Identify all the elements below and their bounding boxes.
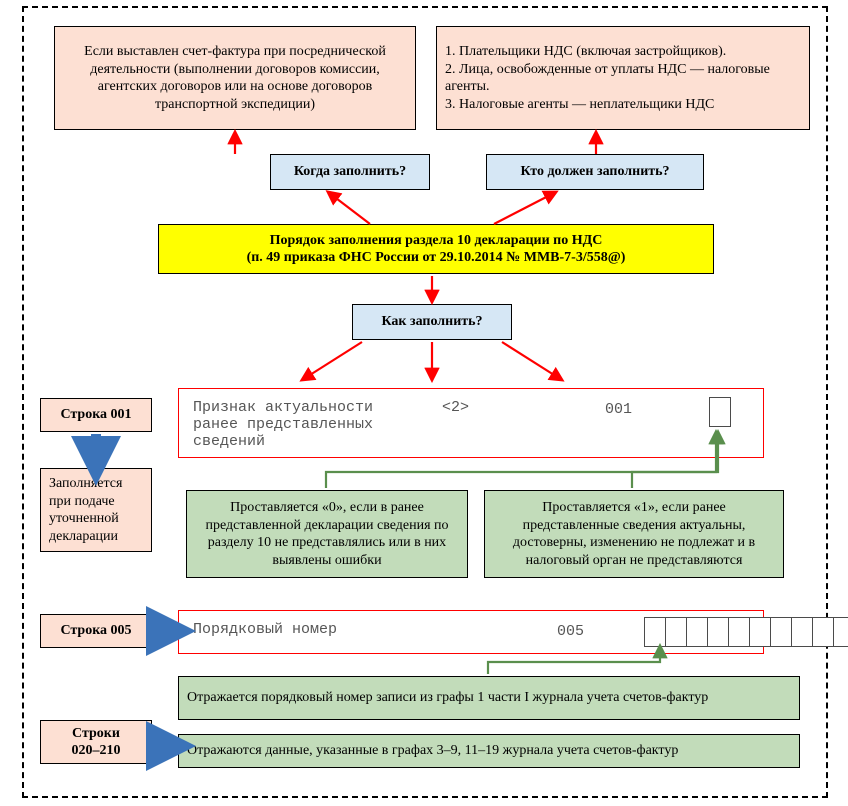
question-who: Кто должен заполнить? (486, 154, 704, 190)
form-field-001: Признак актуальности ранее представленны… (178, 388, 764, 458)
rows-020-210-label: Строки 020–210 (40, 720, 152, 764)
question-how: Как заполнить? (352, 304, 512, 340)
form-001-entry (709, 397, 731, 427)
form-field-005: Порядковый номер 005 (178, 610, 764, 654)
form-001-note: <2> (442, 399, 469, 416)
green-sequence: Отражается порядковый номер записи из гр… (178, 676, 800, 720)
form-001-label: Признак актуальности ранее представленны… (193, 399, 433, 450)
question-when: Когда заполнить? (270, 154, 430, 190)
diagram-stage: Если выставлен счет-фактура при посредни… (0, 0, 848, 806)
who-description: 1. Плательщики НДС (включая застройщиков… (436, 26, 810, 130)
green-zero: Проставляется «0», если в ранее представ… (186, 490, 468, 578)
form-005-label: Порядковый номер (193, 621, 337, 638)
main-title-line2: (п. 49 приказа ФНС России от 29.10.2014 … (167, 249, 705, 267)
note-when-fill: Заполняется при подаче уточненной деклар… (40, 468, 152, 552)
green-020-210: Отражаются данные, указанные в графах 3–… (178, 734, 800, 768)
row-005-label: Строка 005 (40, 614, 152, 648)
main-title: Порядок заполнения раздела 10 декларации… (158, 224, 714, 274)
main-title-line1: Порядок заполнения раздела 10 декларации… (167, 232, 705, 250)
form-005-cells (645, 617, 848, 647)
when-description: Если выставлен счет-фактура при посредни… (54, 26, 416, 130)
form-001-code: 001 (605, 401, 632, 418)
row-001-label: Строка 001 (40, 398, 152, 432)
form-005-code: 005 (557, 623, 584, 640)
green-one: Проставляется «1», если ранее представле… (484, 490, 784, 578)
